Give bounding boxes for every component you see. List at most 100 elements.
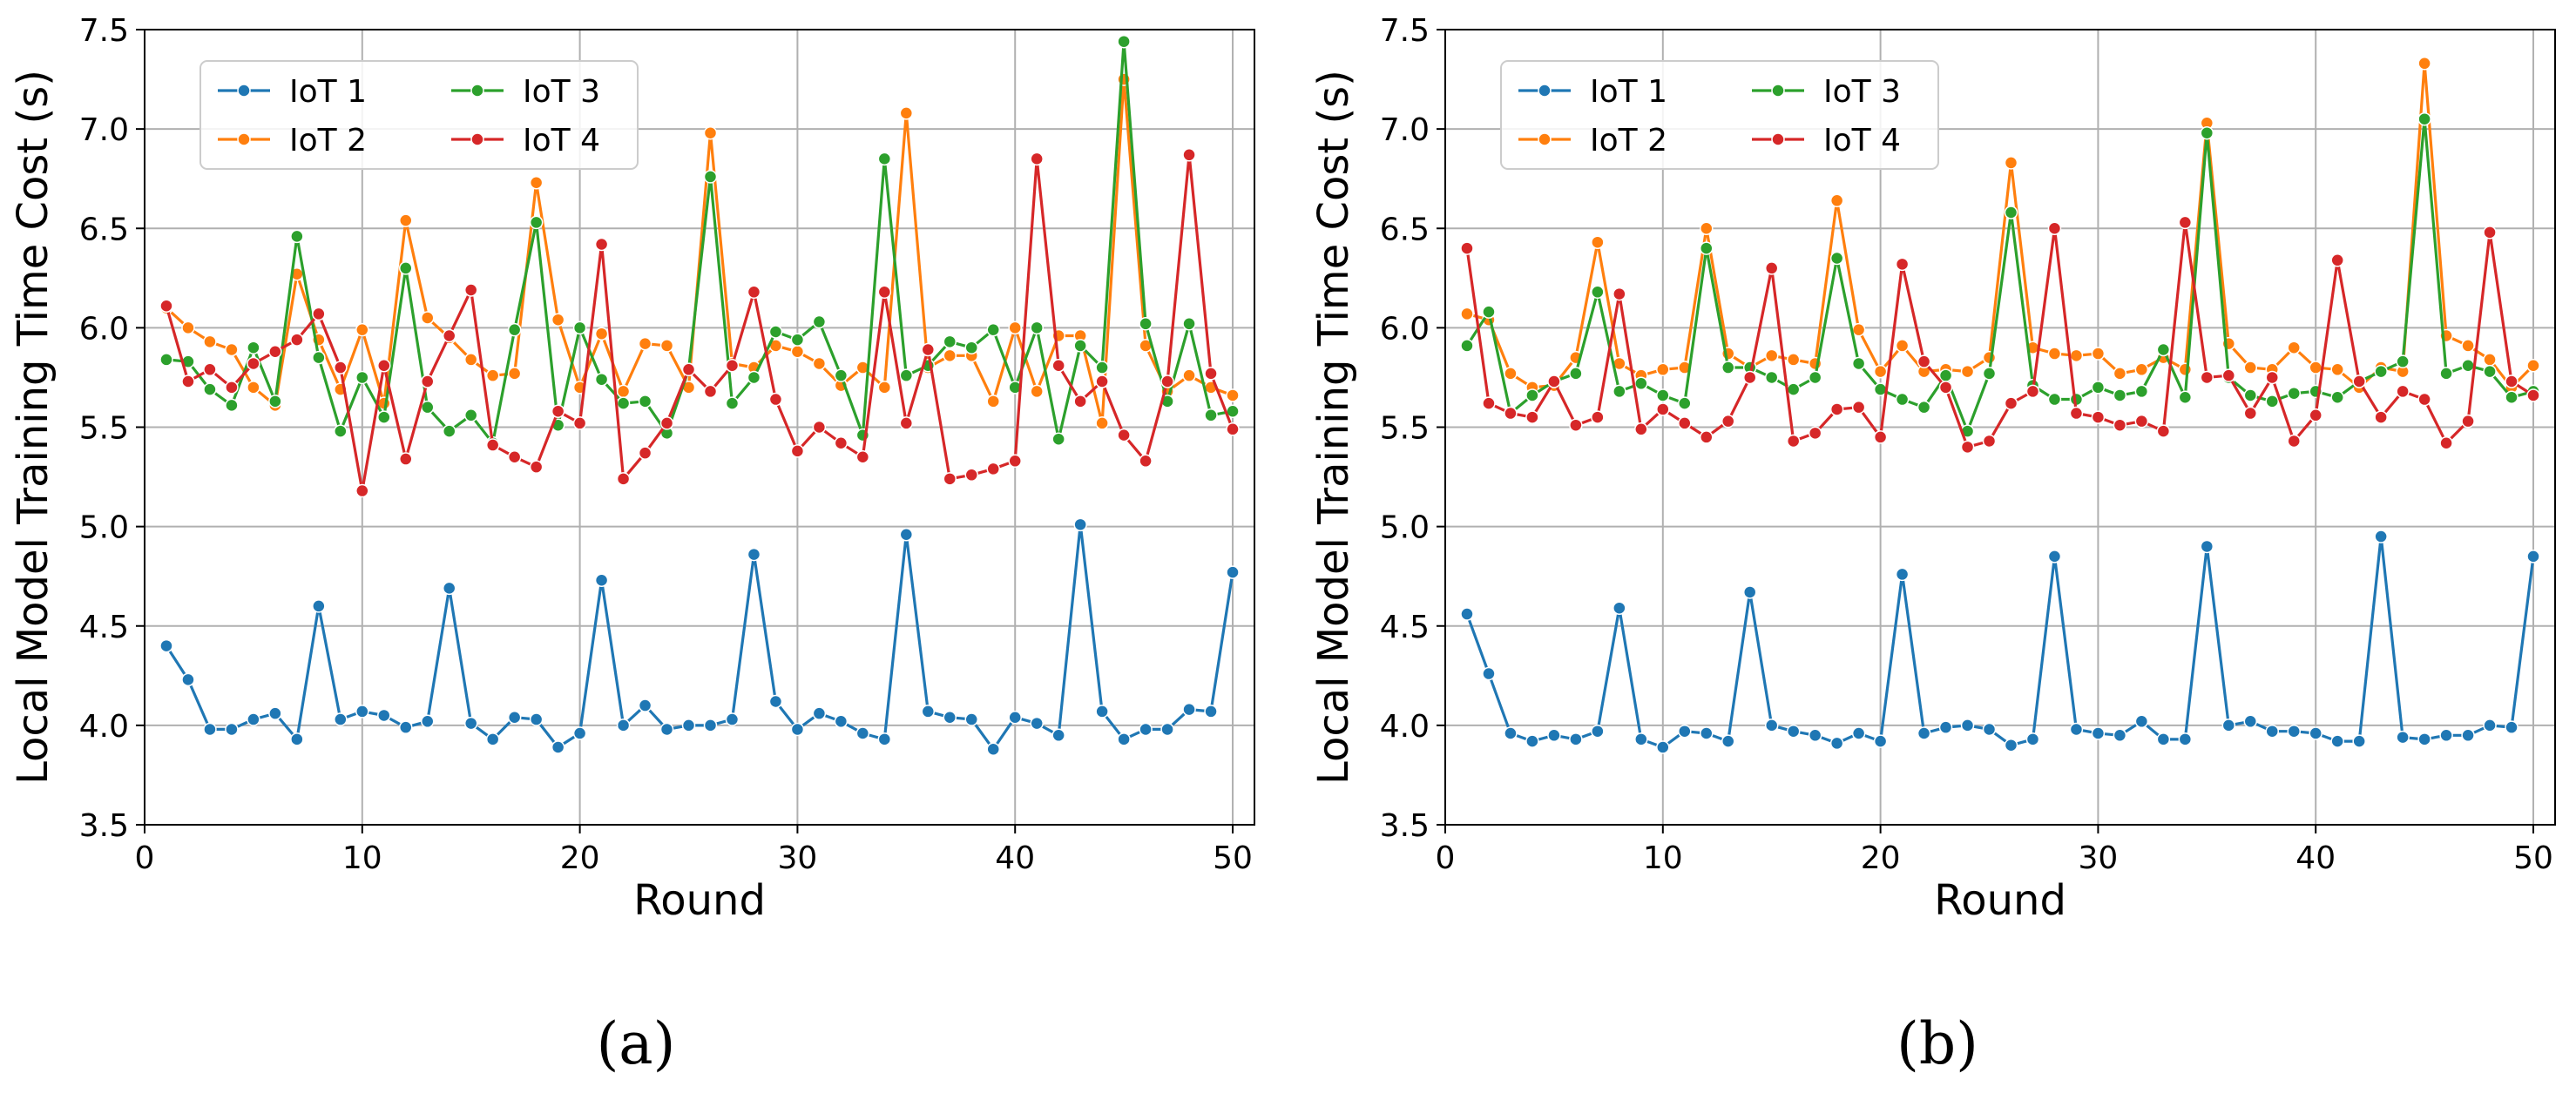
data-point bbox=[1982, 434, 1997, 449]
data-point bbox=[485, 732, 500, 746]
data-point bbox=[2505, 720, 2519, 734]
series-iot-1 bbox=[159, 517, 1240, 757]
data-point bbox=[1851, 322, 1866, 337]
data-point bbox=[1895, 567, 1910, 582]
data-point bbox=[855, 449, 870, 464]
data-point bbox=[638, 336, 652, 351]
data-point bbox=[943, 472, 957, 486]
data-point bbox=[2025, 384, 2040, 399]
data-point bbox=[1460, 307, 1474, 321]
data-point bbox=[203, 334, 217, 349]
data-point bbox=[463, 353, 478, 367]
x-tick-label: 0 bbox=[135, 840, 155, 876]
data-point bbox=[768, 325, 783, 339]
data-point bbox=[2396, 384, 2410, 399]
data-point bbox=[485, 368, 500, 382]
data-point bbox=[420, 714, 435, 729]
data-point bbox=[986, 462, 1000, 476]
data-point bbox=[1851, 726, 1866, 740]
data-point bbox=[2156, 424, 2171, 438]
data-point bbox=[638, 698, 652, 712]
data-point bbox=[1117, 428, 1131, 442]
data-point bbox=[312, 307, 326, 321]
data-point bbox=[2309, 408, 2322, 422]
data-point bbox=[2330, 390, 2344, 405]
data-point bbox=[877, 381, 892, 395]
data-point bbox=[1613, 384, 1626, 399]
data-point bbox=[790, 444, 805, 458]
data-point bbox=[2178, 390, 2193, 405]
chart-panel-b: 0 10 20 30 40 50 3.5 4.0 4.5 5.0 5.5 6.0 6.5 7.0 7.5 Ro… bbox=[1309, 13, 2556, 925]
y-tick-label: 4.0 bbox=[79, 709, 129, 745]
data-point bbox=[2439, 367, 2453, 381]
data-point bbox=[1721, 734, 1735, 748]
data-point bbox=[747, 547, 761, 562]
data-point bbox=[2243, 361, 2258, 374]
x-tick-label: 20 bbox=[1861, 840, 1901, 876]
data-point bbox=[2505, 374, 2519, 388]
data-point bbox=[1873, 430, 1888, 444]
data-point bbox=[1829, 251, 1844, 266]
data-point bbox=[572, 416, 587, 430]
data-point bbox=[1095, 705, 1109, 719]
data-point bbox=[2287, 386, 2301, 401]
legend-marker-iot-1 bbox=[237, 84, 251, 98]
data-point bbox=[399, 720, 413, 734]
data-point bbox=[1700, 430, 1714, 444]
data-point bbox=[181, 672, 195, 687]
data-point bbox=[768, 392, 783, 407]
data-point bbox=[529, 712, 544, 726]
data-point bbox=[812, 356, 827, 371]
data-point bbox=[159, 353, 173, 367]
data-point bbox=[1851, 400, 1866, 415]
data-point bbox=[507, 710, 522, 725]
data-point bbox=[1226, 422, 1240, 436]
data-point bbox=[725, 396, 740, 410]
data-point bbox=[2330, 253, 2344, 267]
data-point bbox=[1829, 736, 1844, 751]
data-point bbox=[2134, 714, 2149, 729]
y-tick-label: 4.5 bbox=[79, 610, 129, 645]
data-point bbox=[420, 374, 435, 388]
y-tick-label: 6.0 bbox=[79, 311, 129, 347]
data-point bbox=[290, 229, 304, 244]
data-point bbox=[877, 152, 892, 166]
data-point bbox=[1051, 358, 1065, 373]
data-point bbox=[747, 285, 761, 300]
legend-marker-iot-2 bbox=[237, 132, 251, 146]
data-point bbox=[2374, 410, 2388, 424]
data-point bbox=[659, 722, 674, 737]
series-iot-1 bbox=[1460, 530, 2540, 754]
data-point bbox=[1808, 370, 1822, 385]
data-point bbox=[2004, 206, 2018, 219]
legend-marker-iot-3 bbox=[1771, 84, 1785, 98]
data-point bbox=[1873, 364, 1888, 379]
data-point bbox=[2004, 396, 2018, 410]
data-point bbox=[899, 528, 914, 542]
data-point bbox=[681, 362, 696, 377]
data-point bbox=[1095, 361, 1109, 374]
data-point bbox=[703, 719, 718, 732]
data-point bbox=[2091, 726, 2106, 740]
data-point bbox=[1073, 395, 1087, 408]
data-point bbox=[2069, 722, 2084, 737]
data-point bbox=[1700, 241, 1714, 255]
data-point bbox=[2200, 370, 2214, 385]
data-point bbox=[225, 722, 239, 737]
data-point bbox=[2396, 354, 2410, 368]
y-tick-label: 6.0 bbox=[1380, 311, 1430, 347]
data-point bbox=[1982, 722, 1997, 737]
data-point bbox=[725, 358, 740, 373]
data-point bbox=[1721, 361, 1735, 374]
data-point bbox=[659, 339, 674, 353]
x-tick-label: 30 bbox=[2079, 840, 2119, 876]
data-point bbox=[2483, 353, 2497, 367]
data-point bbox=[1960, 364, 1975, 379]
data-point bbox=[268, 706, 282, 720]
data-point bbox=[1547, 728, 1561, 743]
data-point bbox=[1895, 339, 1910, 353]
data-point bbox=[159, 299, 173, 314]
data-point bbox=[420, 311, 435, 325]
legend-label-iot-4: IoT 4 bbox=[523, 123, 600, 159]
data-point bbox=[1073, 517, 1087, 532]
